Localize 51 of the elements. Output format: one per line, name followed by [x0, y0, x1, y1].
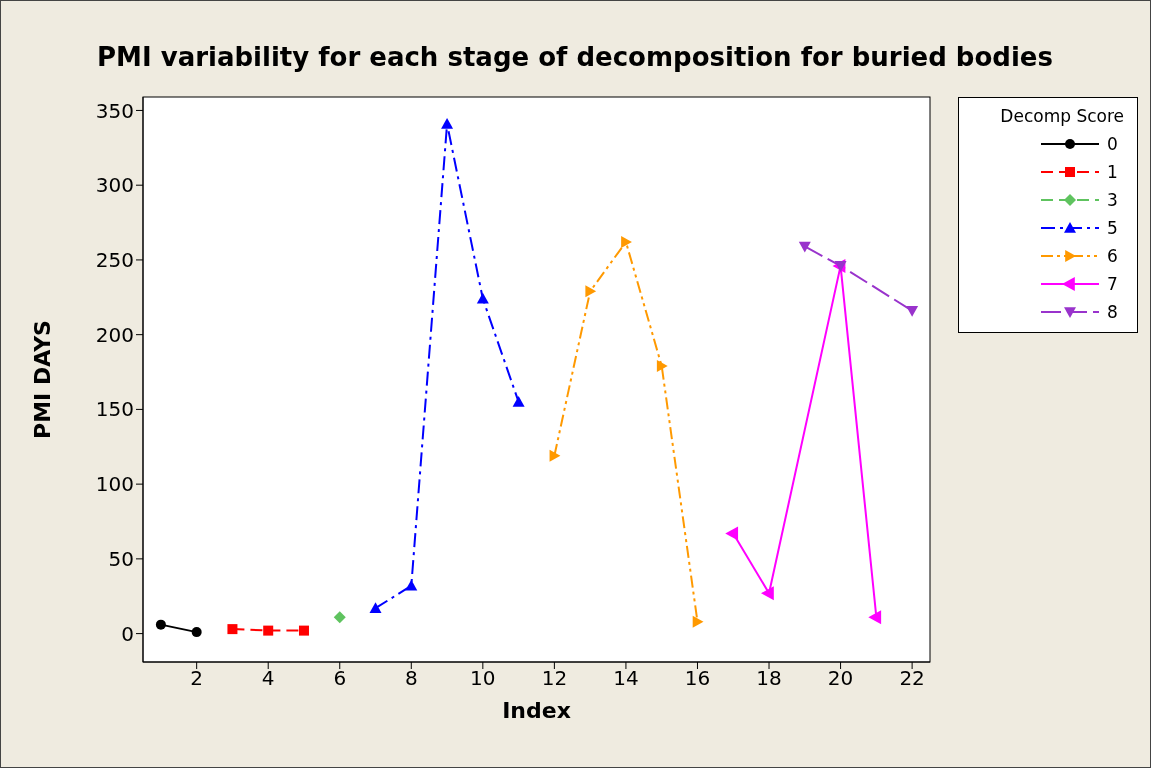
point [798, 241, 811, 253]
x-tick-label: 14 [613, 666, 639, 691]
x-tick-label: 8 [404, 666, 418, 691]
point [656, 360, 668, 373]
point [227, 624, 238, 635]
y-tick-label: 100 [95, 472, 134, 497]
x-tick-label: 2 [190, 666, 204, 691]
point [906, 305, 919, 317]
point [621, 235, 632, 248]
point [725, 526, 739, 541]
y-axis-title: PMI DAYS [29, 320, 55, 439]
point [476, 292, 489, 304]
chart-title: PMI variability for each stage of decomposition for buried bodies [96, 42, 1054, 72]
point [155, 619, 166, 630]
y-tick-label: 0 [121, 621, 134, 646]
point [298, 625, 309, 636]
point [692, 615, 704, 628]
point [333, 611, 346, 624]
point [512, 395, 525, 407]
legend-label: 6 [1107, 246, 1118, 266]
point [585, 285, 597, 298]
x-tick-label: 16 [684, 666, 711, 691]
point [191, 627, 202, 638]
legend-label: 8 [1107, 302, 1118, 322]
legend-label: 3 [1107, 190, 1118, 210]
y-tick-label: 350 [95, 98, 134, 123]
x-tick-label: 6 [333, 666, 347, 691]
x-tick-label: 12 [541, 666, 568, 691]
point [761, 586, 774, 601]
point [441, 117, 454, 129]
legend-label: 1 [1107, 162, 1118, 182]
y-tick-label: 200 [95, 322, 134, 347]
legend-title: Decomp Score [999, 105, 1124, 128]
x-axis-title: Index [502, 697, 571, 723]
x-tick-label: 20 [827, 666, 854, 691]
point [405, 579, 418, 591]
legend-label: 7 [1107, 274, 1118, 294]
x-tick-label: 18 [756, 666, 782, 691]
point [263, 625, 274, 636]
legend-label: 5 [1107, 218, 1118, 238]
y-tick-label: 300 [95, 173, 134, 198]
y-tick-label: 50 [108, 546, 134, 571]
point [549, 449, 561, 462]
y-tick-label: 250 [95, 248, 134, 273]
point [369, 602, 382, 613]
legend-label: 0 [1107, 134, 1118, 154]
x-tick-label: 10 [470, 666, 496, 691]
x-tick-label: 22 [899, 666, 925, 691]
y-tick-label: 150 [95, 397, 134, 422]
x-tick-label: 4 [261, 666, 275, 691]
point [868, 610, 882, 625]
